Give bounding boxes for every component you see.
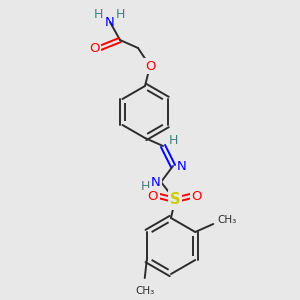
Text: O: O xyxy=(148,190,158,202)
Text: N: N xyxy=(105,16,115,28)
Text: O: O xyxy=(145,59,155,73)
Text: N: N xyxy=(177,160,187,172)
Text: H: H xyxy=(140,179,150,193)
Text: H: H xyxy=(168,134,178,146)
Text: H: H xyxy=(115,8,125,20)
Text: S: S xyxy=(170,193,180,208)
Text: O: O xyxy=(89,41,99,55)
Text: H: H xyxy=(93,8,103,20)
Text: O: O xyxy=(192,190,202,202)
Text: CH₃: CH₃ xyxy=(135,286,154,296)
Text: CH₃: CH₃ xyxy=(217,215,236,225)
Text: N: N xyxy=(151,176,161,188)
